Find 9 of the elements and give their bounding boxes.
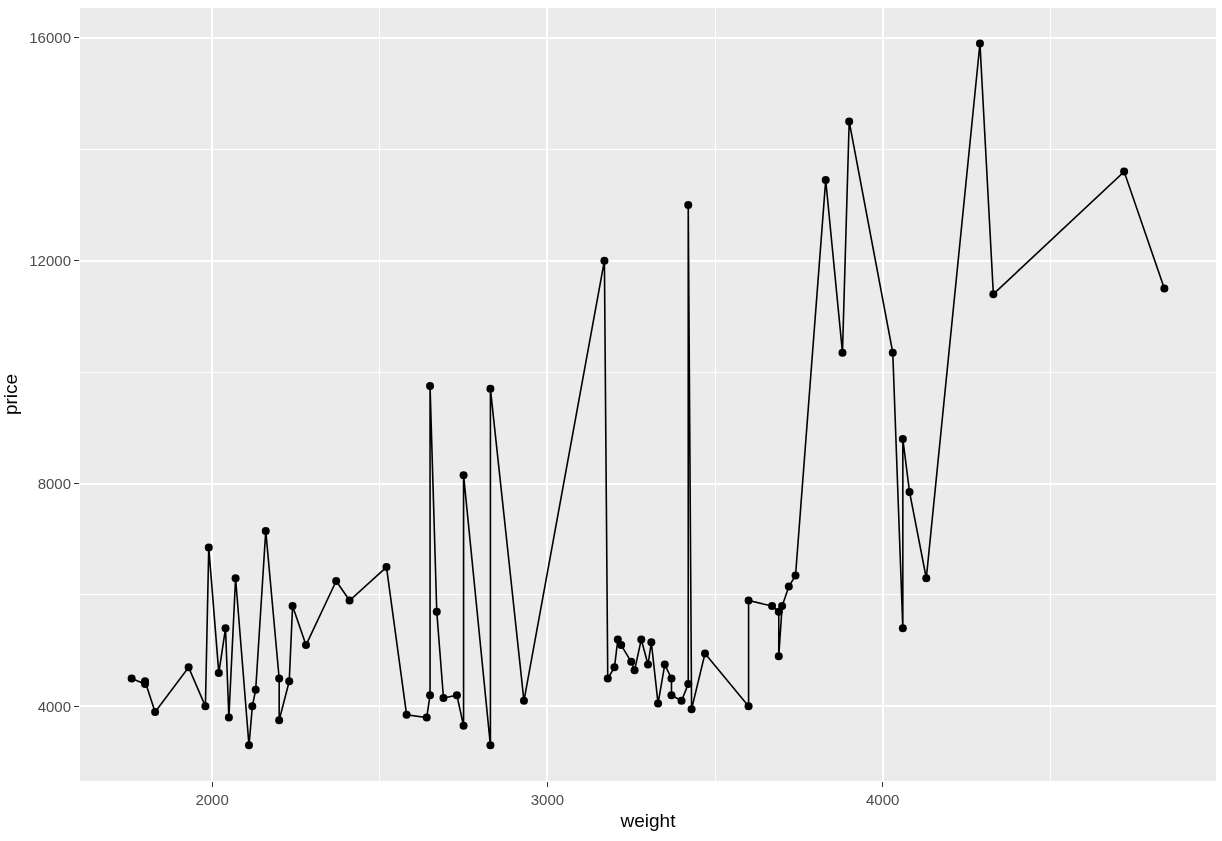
x-tick-label: 2000 (195, 791, 229, 808)
y-tick-label: 8000 (37, 474, 71, 492)
y-tick-label: 12000 (29, 251, 71, 269)
x-tick-label: 3000 (530, 791, 565, 808)
x-axis-title: weight (619, 809, 677, 831)
x-tick-label: 4000 (866, 791, 900, 808)
y-tick-label: 4000 (37, 697, 71, 715)
y-tick-label: 16000 (29, 29, 71, 47)
y-axis-title: price (0, 373, 22, 416)
